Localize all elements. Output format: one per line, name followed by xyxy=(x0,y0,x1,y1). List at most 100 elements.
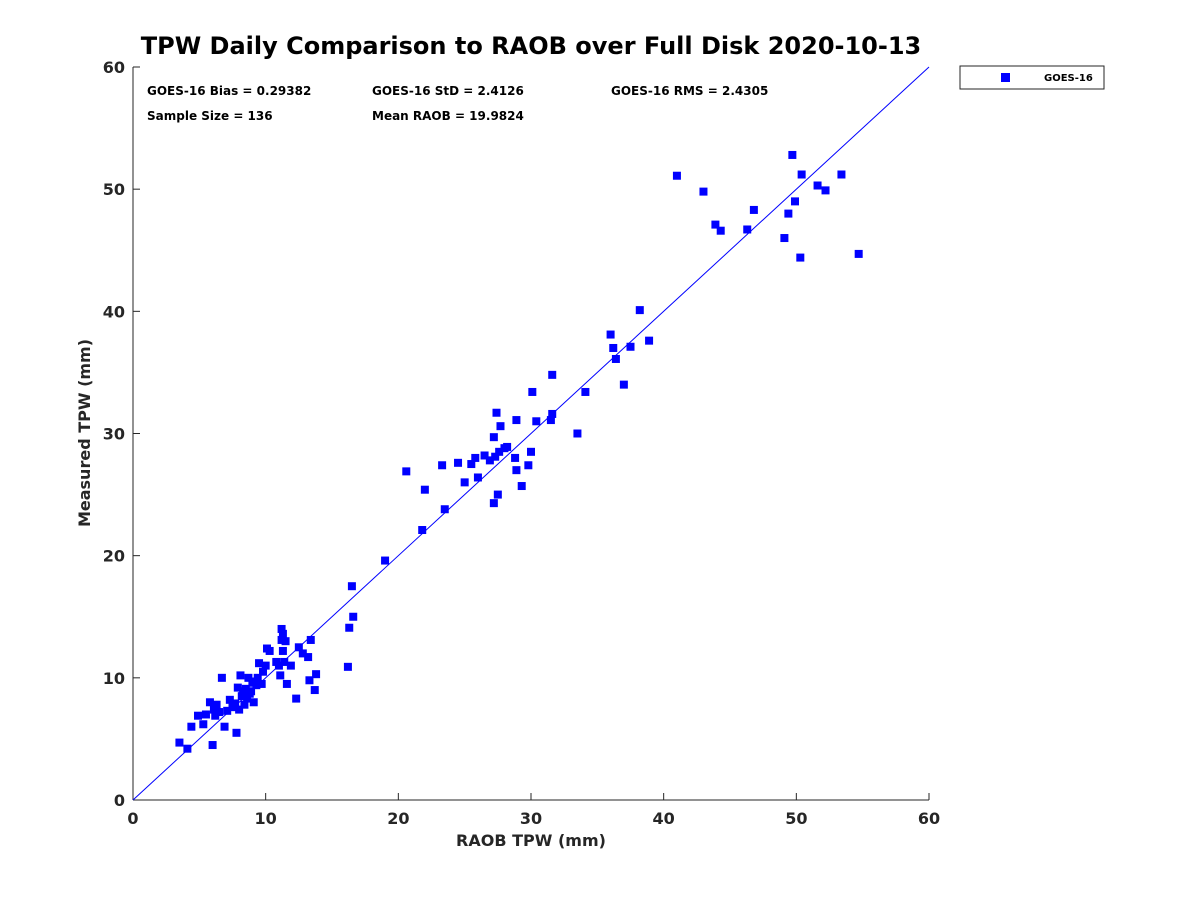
data-point xyxy=(699,187,708,196)
data-point xyxy=(220,722,229,731)
data-point xyxy=(532,417,541,426)
data-point xyxy=(278,646,287,655)
stat-bias: GOES-16 Bias = 0.29382 xyxy=(147,84,311,98)
data-point xyxy=(821,186,830,195)
data-point xyxy=(512,466,521,475)
data-point xyxy=(277,624,286,633)
data-point xyxy=(609,343,618,352)
legend-marker xyxy=(1001,73,1010,82)
data-point xyxy=(175,738,184,747)
data-point xyxy=(672,171,681,180)
data-point xyxy=(645,336,654,345)
y-axis-label: Measured TPW (mm) xyxy=(75,339,94,527)
y-tick-label: 20 xyxy=(103,547,125,566)
data-point xyxy=(784,209,793,218)
data-point xyxy=(282,679,291,688)
data-point xyxy=(349,612,358,621)
data-point xyxy=(312,670,321,679)
data-point xyxy=(209,705,218,714)
data-point xyxy=(480,451,489,460)
data-point xyxy=(473,473,482,482)
data-point xyxy=(791,197,800,206)
data-point xyxy=(261,661,270,670)
data-point xyxy=(635,306,644,315)
x-tick-label: 10 xyxy=(255,809,277,828)
data-point xyxy=(381,556,390,565)
data-point xyxy=(343,662,352,671)
data-point xyxy=(854,249,863,258)
data-point xyxy=(619,380,628,389)
data-point xyxy=(496,422,505,431)
data-point xyxy=(491,452,500,461)
data-point xyxy=(524,461,533,470)
data-point xyxy=(233,683,242,692)
data-point xyxy=(796,253,805,262)
stat-sample-size: Sample Size = 136 xyxy=(147,109,273,123)
data-point xyxy=(237,692,246,701)
legend-box xyxy=(959,65,1105,90)
data-point xyxy=(517,482,526,491)
stat-std: GOES-16 StD = 2.4126 xyxy=(372,84,524,98)
data-point xyxy=(711,220,720,229)
data-point xyxy=(489,433,498,442)
data-point xyxy=(199,720,208,729)
y-tick-label: 40 xyxy=(103,302,125,321)
data-point xyxy=(813,181,822,190)
data-point xyxy=(232,728,241,737)
data-point xyxy=(503,442,512,451)
x-tick-label: 0 xyxy=(127,809,138,828)
data-point xyxy=(280,657,289,666)
data-point xyxy=(243,694,252,703)
data-point xyxy=(252,681,261,690)
tick-labels: 0 10 20 30 40 50 60 0 10 20 30 40 50 60 xyxy=(103,58,940,828)
data-point xyxy=(485,456,494,465)
y-tick-label: 50 xyxy=(103,180,125,199)
data-point xyxy=(194,711,203,720)
data-point xyxy=(467,460,476,469)
data-point xyxy=(495,447,504,456)
data-point xyxy=(347,582,356,591)
data-point xyxy=(788,150,797,159)
data-point xyxy=(527,447,535,456)
x-axis-label: RAOB TPW (mm) xyxy=(456,831,606,850)
data-point xyxy=(460,478,469,487)
y-tick-label: 60 xyxy=(103,58,125,77)
y-tick-label: 0 xyxy=(114,791,125,810)
data-point xyxy=(471,453,480,462)
data-point xyxy=(716,226,725,235)
data-point xyxy=(837,170,846,179)
y-tick-label: 10 xyxy=(103,669,125,688)
data-point xyxy=(606,330,615,339)
legend: GOES-16 xyxy=(959,65,1105,90)
data-point xyxy=(304,653,313,662)
data-point xyxy=(454,458,463,467)
data-point xyxy=(511,453,520,462)
data-point xyxy=(253,673,262,682)
data-point xyxy=(249,698,258,707)
data-point xyxy=(492,408,501,417)
x-tick-label: 30 xyxy=(520,809,542,828)
y-tick-label: 30 xyxy=(103,425,125,444)
data-point xyxy=(440,505,449,514)
data-point xyxy=(292,694,301,703)
legend-label: GOES-16 xyxy=(1044,73,1093,84)
data-point xyxy=(546,416,555,425)
data-point xyxy=(281,637,290,646)
data-point xyxy=(528,387,537,396)
stat-rms: GOES-16 RMS = 2.4305 xyxy=(611,84,768,98)
data-point xyxy=(797,170,806,179)
data-point xyxy=(265,646,274,655)
x-tick-label: 40 xyxy=(653,809,675,828)
data-point xyxy=(345,623,354,632)
data-point xyxy=(257,679,266,688)
data-point xyxy=(223,706,232,715)
data-point xyxy=(294,643,303,652)
stat-mean-raob: Mean RAOB = 19.9824 xyxy=(372,109,524,123)
x-tick-label: 60 xyxy=(918,809,940,828)
data-point xyxy=(225,695,234,704)
data-point xyxy=(215,708,224,717)
reference-line xyxy=(132,66,930,801)
data-point xyxy=(489,499,498,508)
data-point xyxy=(418,526,427,535)
chart-title: TPW Daily Comparison to RAOB over Full D… xyxy=(141,32,922,60)
